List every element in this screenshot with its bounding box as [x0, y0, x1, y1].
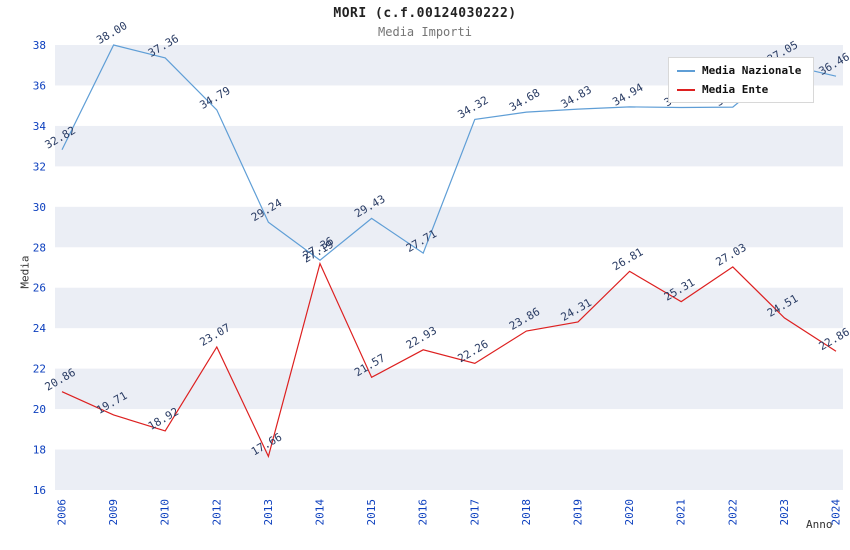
x-tick-label: 2020	[623, 499, 636, 526]
chart-subtitle: Media Importi	[378, 25, 472, 39]
data-label: 34.32	[455, 93, 490, 121]
series-line-media-nazionale	[61, 44, 837, 261]
series-line-media-ente	[61, 261, 837, 459]
data-label: 22.26	[455, 337, 490, 365]
y-tick-label: 24	[33, 322, 47, 335]
x-tick-label: 2024	[830, 499, 843, 526]
legend-label-media-nazionale: Media Nazionale	[702, 64, 802, 77]
x-tick-label: 2006	[56, 499, 69, 526]
x-tick-label: 2010	[159, 499, 172, 526]
y-tick-label: 34	[33, 120, 47, 133]
y-tick-label: 16	[33, 484, 46, 497]
y-tick-label: 32	[33, 160, 46, 173]
x-tick-label: 2021	[675, 499, 688, 526]
legend-item-media-nazionale: Media Nazionale	[677, 64, 805, 77]
data-label: 38.00	[94, 19, 129, 47]
legend-swatch-media-nazionale	[677, 69, 695, 72]
y-tick-label: 22	[33, 363, 46, 376]
plot-band	[55, 368, 843, 410]
legend: Media Nazionale Media Ente	[668, 57, 814, 103]
legend-item-media-ente: Media Ente	[677, 83, 805, 96]
chart-title: MORI (c.f.00124030222)	[333, 6, 517, 21]
x-tick-label: 2023	[778, 499, 791, 526]
x-tick-label: 2017	[468, 499, 481, 526]
data-label: 34.68	[507, 86, 542, 114]
y-tick-label: 26	[33, 282, 46, 295]
legend-swatch-media-ente	[677, 88, 695, 91]
plot-band	[55, 449, 843, 490]
x-tick-label: 2016	[417, 499, 430, 526]
y-tick-label: 38	[33, 39, 46, 52]
x-tick-label: 2019	[572, 499, 585, 526]
y-tick-label: 28	[33, 241, 46, 254]
y-tick-label: 36	[33, 79, 46, 92]
x-tick-label: 2014	[314, 499, 327, 526]
legend-label-media-ente: Media Ente	[702, 83, 769, 96]
data-label: 18.92	[146, 405, 181, 433]
y-tick-label: 20	[33, 403, 46, 416]
x-tick-label: 2009	[107, 499, 120, 526]
x-axis-label: Anno	[806, 518, 833, 531]
y-tick-label: 30	[33, 201, 46, 214]
data-label: 26.81	[610, 245, 645, 273]
x-tick-label: 2022	[726, 499, 739, 526]
x-tick-label: 2012	[210, 499, 223, 526]
x-tick-label: 2013	[262, 499, 275, 526]
x-tick-label: 2018	[520, 499, 533, 526]
plot-band	[55, 125, 843, 167]
y-tick-label: 18	[33, 444, 46, 457]
x-tick-label: 2015	[365, 499, 378, 526]
plot-band	[55, 287, 843, 329]
plot-band	[55, 206, 843, 248]
data-label: 34.83	[559, 83, 594, 111]
y-axis-label: Media	[18, 255, 32, 289]
